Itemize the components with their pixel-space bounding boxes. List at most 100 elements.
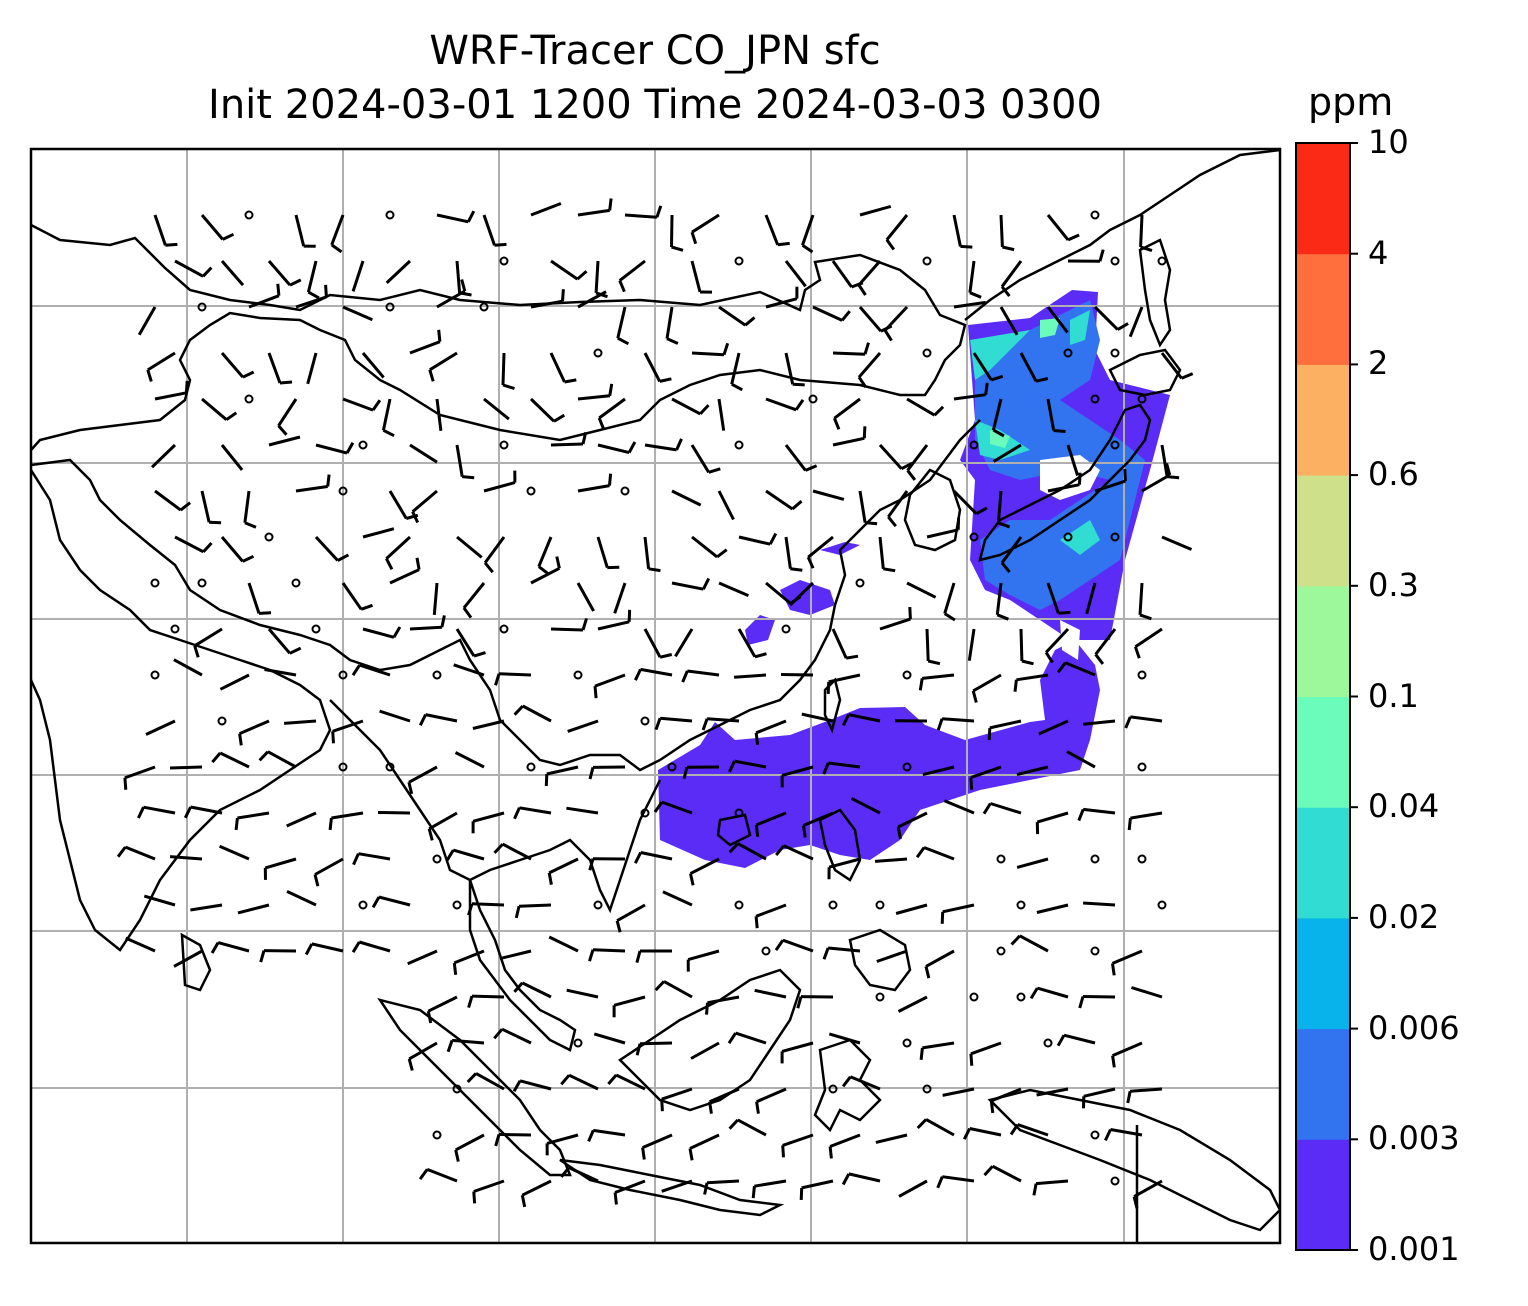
- wind-barb-flag: [768, 532, 778, 545]
- wind-barb-shaft: [756, 1087, 787, 1104]
- wind-barb-shaft: [436, 289, 466, 309]
- wind-barb-shaft: [812, 305, 843, 322]
- wind-barb-flag: [863, 342, 870, 355]
- wind-barb-shaft: [1000, 260, 1023, 288]
- wind-barb-flag: [659, 377, 672, 383]
- wind-barb-shaft: [885, 214, 909, 241]
- wind-barb-shaft: [737, 842, 767, 861]
- calm-wind-circle: [1063, 348, 1073, 358]
- calm-wind-circle: [358, 440, 368, 450]
- wind-barb-flag: [660, 1099, 664, 1112]
- calm-wind-circle: [1063, 532, 1073, 542]
- calm-wind-circle: [573, 1038, 583, 1048]
- wind-barb-shaft: [781, 765, 814, 777]
- wind-barb-flag: [703, 1182, 709, 1195]
- calm-wind-circle: [1110, 440, 1120, 450]
- wind-barb-flag: [513, 981, 524, 993]
- wind-barb-shaft: [970, 765, 1002, 780]
- calm-wind-circle: [244, 394, 254, 404]
- wind-barb-flag: [969, 777, 974, 790]
- wind-barb-flag: [1058, 610, 1071, 615]
- wind-barb-shaft: [1129, 1087, 1163, 1093]
- wind-barb-shaft: [614, 1179, 646, 1194]
- wind-barb-flag: [969, 291, 982, 299]
- wind-barb-shaft: [408, 1041, 438, 1061]
- wind-barb-shaft: [1016, 765, 1049, 776]
- calm-wind-circle: [828, 1084, 838, 1094]
- philippines-mindanao: [848, 928, 912, 992]
- wind-barb-shaft: [385, 535, 412, 560]
- wind-barb-flag: [984, 382, 989, 395]
- wind-barb-flag: [418, 1168, 429, 1180]
- wind-barb-shaft: [906, 397, 936, 417]
- wind-barb-shaft: [521, 1179, 552, 1197]
- wind-barb-flag: [512, 1080, 522, 1092]
- korea: [903, 468, 962, 552]
- wind-barb-flag: [1139, 613, 1152, 621]
- wind-barb-shaft: [717, 398, 726, 431]
- wind-barb-shaft: [530, 566, 561, 585]
- wind-barb-shaft: [995, 582, 1003, 615]
- wind-barb-shaft: [663, 980, 693, 999]
- wind-barb-flag: [1111, 963, 1116, 976]
- colorbar-segment: [1296, 807, 1350, 919]
- wind-barb-shaft: [781, 1041, 814, 1053]
- wind-barb-shaft: [341, 582, 363, 611]
- wind-barb-shaft: [691, 213, 720, 234]
- colorbar-segment: [1296, 585, 1350, 697]
- wind-barb-shaft: [884, 305, 909, 332]
- wind-barb-flag: [555, 556, 561, 569]
- wind-barb-shaft: [247, 582, 261, 614]
- wind-barb-flag: [634, 668, 642, 681]
- wind-barb-flag: [116, 846, 127, 858]
- wind-barb-flag: [919, 1047, 924, 1060]
- wind-barb-flag: [513, 807, 521, 820]
- wind-barb-shaft: [1083, 901, 1116, 907]
- wind-barb-flag: [864, 521, 878, 526]
- wind-barb-shaft: [1017, 1123, 1049, 1137]
- calm-wind-circle: [311, 624, 321, 634]
- calm-wind-circle: [902, 670, 912, 680]
- wind-barb-flag: [716, 548, 728, 559]
- wind-barb-shaft: [1082, 995, 1116, 999]
- wind-barb-shaft: [875, 1133, 908, 1144]
- calm-wind-circle: [526, 762, 536, 772]
- wind-barb-shaft: [455, 260, 462, 294]
- wind-barb-flag: [1044, 651, 1054, 664]
- wind-barb-shaft: [427, 995, 458, 1013]
- wind-barb-shaft: [483, 536, 506, 564]
- wind-barb-flag: [371, 896, 381, 909]
- wind-barb-shaft: [643, 536, 651, 569]
- wind-barb-flag: [1098, 249, 1105, 262]
- wind-barb-shaft: [597, 620, 630, 631]
- wind-barb-shaft: [687, 949, 720, 962]
- wind-barb-flag: [618, 280, 626, 293]
- wind-barb-shaft: [498, 672, 532, 677]
- map-frame: [29, 147, 1282, 1245]
- wind-barb-flag: [962, 1127, 972, 1140]
- wind-barb-flag: [415, 557, 421, 570]
- wind-barb-flag: [727, 1032, 737, 1045]
- wind-barb-shaft: [942, 903, 975, 914]
- wind-barb-flag: [588, 767, 595, 780]
- wind-barb-flag: [437, 329, 442, 342]
- wind-barb-shaft: [498, 1132, 532, 1137]
- wind-barb-shaft: [264, 857, 297, 870]
- wind-barb-flag: [392, 626, 402, 639]
- wind-barb-shaft: [577, 290, 607, 309]
- wind-barb-flag: [466, 1072, 478, 1084]
- wind-barb-shaft: [832, 436, 865, 447]
- wind-barb-flag: [728, 1118, 739, 1130]
- wind-barb-shaft: [362, 527, 395, 539]
- wind-barb-flag: [997, 521, 1011, 529]
- wind-barb-flag: [841, 1173, 851, 1186]
- wind-barb-shaft: [295, 295, 327, 309]
- wind-barb-shaft: [577, 208, 610, 217]
- calm-wind-circle: [1090, 854, 1100, 864]
- wind-barb-shaft: [989, 802, 1022, 815]
- wind-barb-flag: [613, 1192, 618, 1205]
- wind-barb-shaft: [499, 949, 532, 961]
- wind-barb-flag: [330, 243, 343, 254]
- calm-wind-circle: [922, 348, 932, 358]
- wind-barb-flag: [608, 198, 613, 211]
